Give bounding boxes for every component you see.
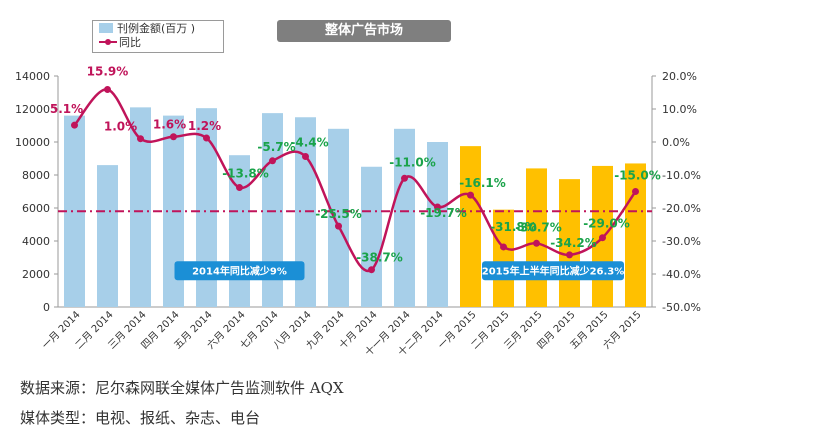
yoy-point — [236, 184, 243, 192]
chart-legend: 刊例金额(百万 ) 同比 — [92, 20, 224, 53]
y-left-tick-label: 6000 — [22, 202, 50, 215]
data-label: -34.2% — [550, 236, 597, 250]
source-note: 数据来源：尼尔森网联全媒体广告监测软件 AQX — [20, 379, 344, 397]
annotation-box — [174, 261, 305, 281]
yoy-point — [632, 188, 639, 195]
y-left-tick-label: 10000 — [15, 136, 50, 149]
data-label: -4.4% — [290, 136, 328, 150]
legend-item-bar: 刊例金额(百万 ) — [99, 22, 195, 36]
yoy-point — [137, 135, 144, 143]
bar — [493, 209, 514, 307]
y-right-tick-label: -30.0% — [662, 235, 701, 248]
data-label: -16.1% — [459, 176, 506, 190]
yoy-point — [599, 234, 606, 242]
y-right-tick-label: 20.0% — [662, 70, 697, 83]
y-right-tick-label: -50.0% — [662, 301, 701, 314]
chart-title: 整体广告市场 — [277, 20, 451, 42]
bar — [328, 128, 349, 307]
yoy-point — [302, 153, 309, 161]
data-label: -11.0% — [389, 155, 436, 169]
legend-item-line: 同比 — [99, 36, 141, 50]
yoy-point — [335, 222, 342, 230]
bar — [526, 168, 547, 307]
data-label: 5.1% — [50, 102, 83, 116]
bar — [196, 108, 217, 307]
chart-canvas: 0 2000 4000 6000 8000 10000 12000 14000 -50.0% -4… — [15, 65, 701, 359]
data-label: -13.8% — [222, 167, 269, 181]
bar — [130, 107, 151, 307]
legend-line-label: 同比 — [119, 36, 141, 49]
y-left-tick-label: 8000 — [22, 169, 50, 182]
legend-line-swatch — [99, 37, 117, 47]
bar — [97, 165, 118, 307]
data-label: -19.7% — [420, 206, 467, 220]
yoy-point — [170, 133, 177, 141]
yoy-point — [269, 157, 276, 165]
bar — [625, 163, 646, 307]
y-left-tick-label: 14000 — [15, 70, 50, 83]
bar — [262, 113, 283, 307]
yoy-point — [104, 86, 111, 94]
yoy-point — [368, 266, 375, 274]
y-right-tick-label: 0.0% — [662, 136, 690, 149]
data-label: -38.7% — [356, 251, 403, 265]
legend-bar-swatch — [99, 23, 113, 33]
annotation-text: 2015年上半年同比减少26.3% — [482, 265, 625, 278]
data-label: -30.7% — [515, 220, 562, 234]
annotation-box — [482, 261, 624, 281]
yoy-point — [500, 243, 507, 251]
y-right-tick-label: -20.0% — [662, 202, 701, 215]
legend-bar-label: 刊例金额(百万 ) — [117, 22, 196, 35]
bar — [460, 146, 481, 307]
data-label: 1.0% — [104, 120, 137, 134]
data-label: -31.8% — [490, 220, 537, 234]
yoy-point — [566, 251, 573, 259]
media-type-note: 媒体类型：电视、报纸、杂志、电台 — [20, 409, 261, 427]
y-left-tick-label: 2000 — [22, 268, 50, 281]
bar — [361, 166, 382, 307]
bar — [64, 115, 85, 307]
data-label: 1.6% — [153, 118, 186, 132]
y-right-tick-label: -40.0% — [662, 268, 701, 281]
yoy-point — [467, 191, 474, 199]
y-left-tick-label: 0 — [43, 301, 50, 314]
data-label: -5.7% — [257, 140, 295, 154]
yoy-point — [434, 203, 441, 211]
annotation-text: 2014年同比减少9% — [192, 265, 287, 278]
y-right-tick-label: -10.0% — [662, 169, 701, 182]
bar — [427, 142, 448, 307]
yoy-point — [533, 239, 540, 247]
bar — [394, 128, 415, 307]
y-left-tick-label: 12000 — [15, 103, 50, 116]
data-label: 1.2% — [188, 119, 221, 133]
yoy-point — [203, 134, 210, 142]
yoy-point — [401, 174, 408, 182]
data-label: -15.0% — [614, 169, 661, 183]
data-label: 15.9% — [87, 65, 129, 79]
y-right-tick-label: 10.0% — [662, 103, 697, 116]
yoy-point — [71, 121, 78, 129]
data-label: -29.0% — [583, 217, 630, 231]
y-left-tick-label: 4000 — [22, 235, 50, 248]
data-label: -25.5% — [315, 207, 362, 221]
